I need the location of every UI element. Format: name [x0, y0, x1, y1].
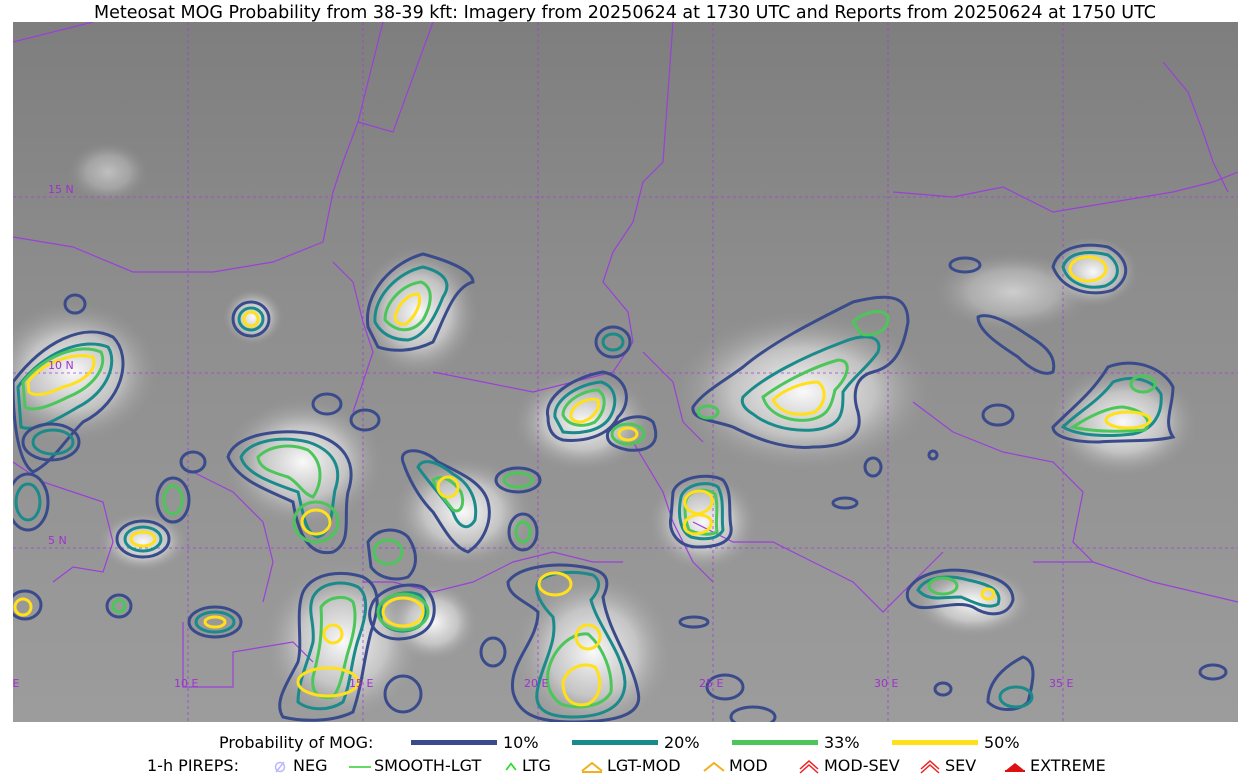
- lat-label: 15 N: [48, 183, 74, 196]
- pirep-item-lgt-mod: LGT-MOD: [580, 756, 681, 775]
- pirep-item-ltg: LTG: [503, 756, 551, 775]
- pireps-legend: 1-h PIREPS: NEG SMOOTH-LGT LTG LGT-MOD M…: [0, 756, 1250, 776]
- lon-label: 30 E: [874, 677, 898, 690]
- legend-swatch: [732, 740, 818, 745]
- legend-item-33: 33%: [732, 733, 860, 752]
- pireps-legend-label: 1-h PIREPS:: [147, 756, 239, 775]
- legend-item-10: 10%: [411, 733, 539, 752]
- mod-icon: [703, 761, 725, 772]
- probability-legend: Probability of MOG: 10% 20% 33% 50%: [0, 733, 1250, 753]
- smooth-lgt-icon: [349, 765, 371, 768]
- legend-item-label: 33%: [824, 733, 860, 752]
- lon-label: 20 E: [524, 677, 548, 690]
- legend-item-label: 50%: [984, 733, 1020, 752]
- legend-item-label: 10%: [503, 733, 539, 752]
- pirep-label: SMOOTH-LGT: [374, 756, 482, 775]
- mog-contours: [13, 243, 1228, 722]
- country-borders: [13, 22, 1238, 688]
- lon-label: 25 E: [699, 677, 723, 690]
- lon-label: 5 E: [13, 677, 19, 690]
- legend-swatch: [411, 740, 497, 745]
- pirep-item-sev: SEV: [918, 756, 976, 775]
- legend-swatch: [892, 740, 978, 745]
- mod-sev-icon: [799, 759, 819, 774]
- legend-item-20: 20%: [572, 733, 700, 752]
- ltg-icon: [505, 761, 517, 770]
- pirep-label: LTG: [522, 756, 551, 775]
- pirep-item-smooth-lgt: SMOOTH-LGT: [347, 756, 481, 775]
- pirep-item-mod: MOD: [702, 756, 768, 775]
- pirep-label: EXTREME: [1030, 756, 1106, 775]
- legend-item-50: 50%: [892, 733, 1020, 752]
- sev-icon: [920, 759, 940, 774]
- pirep-label: LGT-MOD: [607, 756, 681, 775]
- pirep-label: NEG: [293, 756, 328, 775]
- legend-swatch: [572, 740, 658, 745]
- grid-labels: 15 N 10 N 5 N 5 E 10 E 15 E 20 E 25 E 30…: [13, 183, 1073, 690]
- pirep-item-extreme: EXTREME: [1003, 756, 1106, 775]
- map-title: Meteosat MOG Probability from 38-39 kft:…: [94, 3, 1156, 23]
- legend-item-label: 20%: [664, 733, 700, 752]
- satellite-map: 15 N 10 N 5 N 5 E 10 E 15 E 20 E 25 E 30…: [13, 22, 1238, 722]
- lon-label: 15 E: [349, 677, 373, 690]
- lgt-mod-icon: [581, 761, 603, 773]
- pirep-label: SEV: [945, 756, 977, 775]
- probability-legend-label: Probability of MOG:: [219, 733, 374, 752]
- lat-label: 5 N: [48, 534, 67, 547]
- pirep-item-neg: NEG: [270, 756, 327, 775]
- lon-label: 35 E: [1049, 677, 1073, 690]
- extreme-icon: [1005, 762, 1025, 772]
- pirep-item-mod-sev: MOD-SEV: [797, 756, 900, 775]
- map-canvas: 15 N 10 N 5 N 5 E 10 E 15 E 20 E 25 E 30…: [13, 22, 1238, 722]
- lat-label: 10 N: [48, 359, 74, 372]
- neg-icon: [274, 761, 286, 772]
- pirep-label: MOD-SEV: [824, 756, 900, 775]
- lon-label: 10 E: [174, 677, 198, 690]
- pirep-label: MOD: [729, 756, 768, 775]
- lat-lon-grid: [13, 22, 1238, 722]
